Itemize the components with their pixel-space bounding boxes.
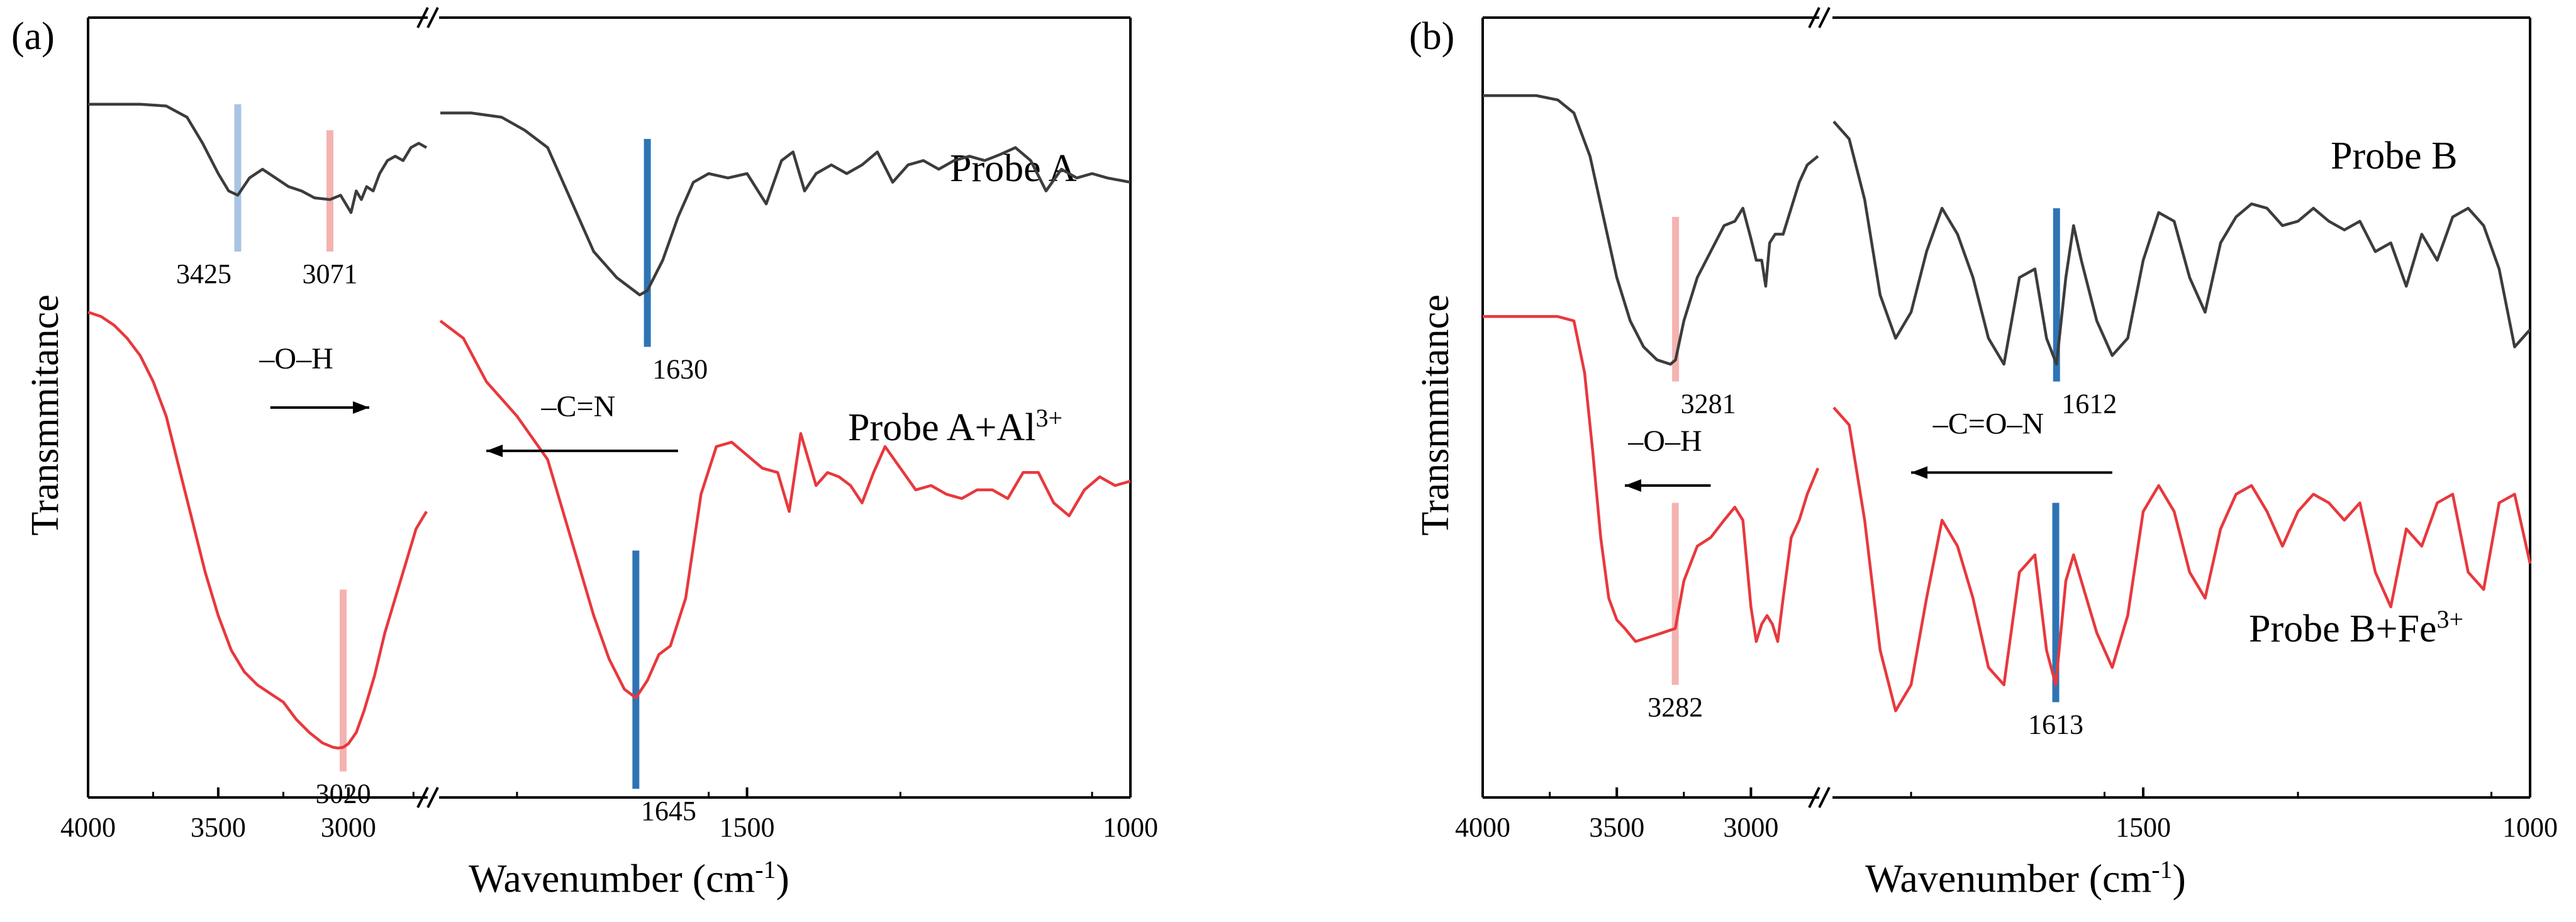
peak-label-1645: 1645 [641,796,696,826]
x-axis-break-mark [1808,787,1820,808]
x-tick-label: 1000 [2502,812,2558,843]
annotation-arrow-head [352,401,369,414]
x-tick-label: 4000 [60,812,116,843]
peak-label-3281: 3281 [1681,389,1736,419]
series-line-probe-segment2 [440,111,1131,297]
top-axis-break-mark [427,7,439,28]
series-label-probe-b-fe: Probe B+Fe3+ [2249,605,2463,651]
x-axis-break-mark [427,787,439,808]
plot-frame [87,7,1132,808]
x-tick-label: 3000 [321,812,376,843]
annotation-arrow-head [1624,479,1641,492]
x-axis-label: Wavenumber (cm-1) [1865,855,2186,901]
top-axis-break-mark [1818,7,1831,28]
series-line-probe-segment1 [1483,94,1819,366]
x-axis-label: Wavenumber (cm-1) [469,855,789,901]
series-label-probe-b: Probe B [2331,135,2458,177]
x-tick-label: 3500 [1589,812,1644,843]
series-line-complex-segment1 [87,311,428,750]
x-tick-label: 3500 [191,812,246,843]
y-axis-label: Transmmitance [1414,294,1457,535]
series-line-probe-segment1 [88,103,428,214]
panel-label: (b) [1409,15,1454,58]
x-tick-label: 3000 [1723,812,1778,843]
peak-label-1612: 1612 [2061,389,2117,419]
top-axis-break-mark [1808,7,1820,28]
x-tick-label: 4000 [1455,812,1510,843]
plot-frame [1481,7,2531,808]
y-axis-label: Transmmitance [24,294,67,535]
peak-label-3020: 3020 [316,779,371,809]
series-label-probe-a: Probe A [950,147,1077,190]
annotation-label: –O–H [259,342,333,375]
x-axis-break-mark [416,787,429,808]
series-line-probe-segment2 [1832,120,2531,366]
annotation-label: –C=O–N [1932,407,2044,440]
panel-a: (a) Transmmitance Wavenumber (cm-1) Prob… [11,7,1158,901]
series-line-complex-segment2 [439,319,1131,699]
x-tick-label: 1500 [720,812,775,843]
peak-label-1630: 1630 [652,354,708,385]
panel-label: (a) [11,15,55,58]
annotation-label: –O–H [1627,425,1702,458]
annotation-arrow-head [1911,466,1927,479]
series-line-complex-segment2 [1832,406,2532,713]
annotation-arrow-head [486,444,503,457]
series-line-complex-segment1 [1483,315,1820,643]
peak-label-3282: 3282 [1648,692,1703,723]
x-tick-label: 1500 [2116,812,2171,843]
x-axis-break-mark [1818,787,1831,808]
peak-label-3425: 3425 [176,258,231,289]
panel-b: (b) Transmmitance Wavenumber (cm-1) Prob… [1409,7,2558,901]
top-axis-break-mark [416,7,429,28]
peak-label-1613: 1613 [2028,709,2083,740]
x-tick-label: 1000 [1103,812,1158,843]
peak-label-3071: 3071 [302,258,357,289]
annotation-label: –C=N [541,390,616,423]
series-label-probe-a-al: Probe A+Al3+ [848,404,1062,450]
